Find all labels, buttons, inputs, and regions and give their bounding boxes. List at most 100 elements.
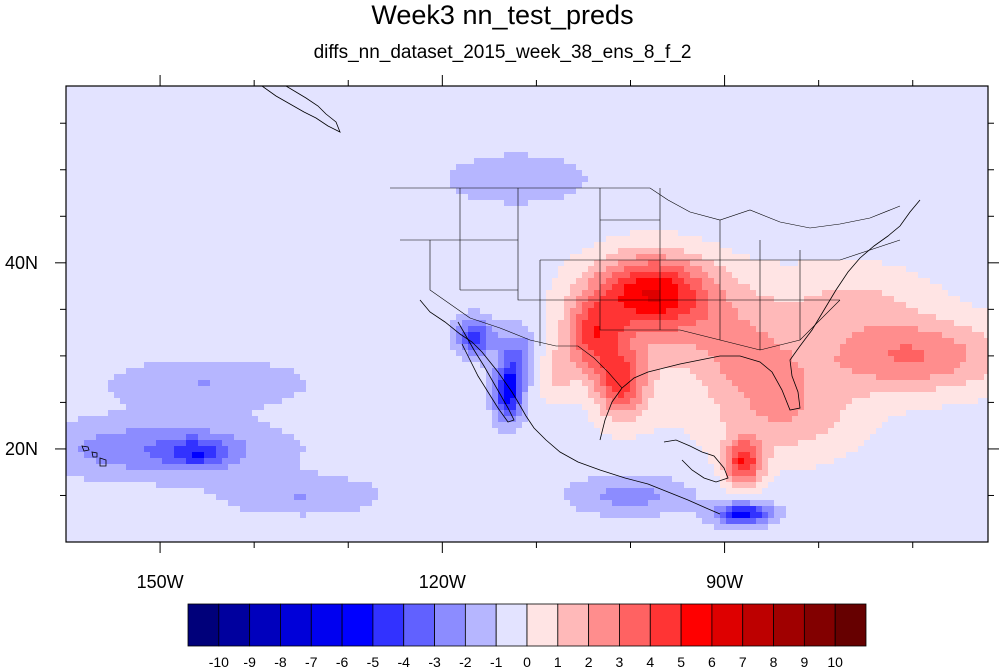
field-cell [684,260,691,267]
field-cell [192,152,199,159]
field-cell [918,164,925,171]
field-cell [396,134,403,141]
field-cell [66,188,73,195]
field-cell [282,278,289,285]
field-cell [822,248,829,255]
field-cell [630,164,637,171]
field-cell [546,176,553,183]
field-cell [774,116,781,123]
field-cell [624,134,631,141]
field-cell [72,104,79,111]
field-cell [822,260,829,267]
field-cell [732,194,739,201]
field-cell [846,206,853,213]
field-cell [156,170,163,177]
field-cell [960,188,967,195]
field-cell [120,266,127,273]
field-cell [90,86,97,93]
field-cell [216,182,223,189]
field-cell [678,152,685,159]
field-cell [984,212,988,219]
field-cell [714,206,721,213]
field-cell [198,122,205,129]
field-cell [420,158,427,165]
field-cell [294,140,301,147]
field-cell [234,176,241,183]
field-cell [732,176,739,183]
field-cell [186,128,193,135]
field-cell [360,170,367,177]
field-cell [588,92,595,99]
field-cell [558,122,565,129]
field-cell [462,182,469,189]
field-cell [762,206,769,213]
field-cell [696,236,703,243]
field-cell [312,200,319,207]
field-cell [408,206,415,213]
field-cell [612,110,619,117]
field-cell [360,104,367,111]
field-cell [186,182,193,189]
field-cell [282,128,289,135]
field-cell [786,266,793,273]
field-cell [72,116,79,123]
field-cell [936,116,943,123]
field-cell [414,182,421,189]
field-cell [678,146,685,153]
field-cell [324,188,331,195]
field-cell [828,86,835,93]
field-cell [924,230,931,237]
field-cell [252,188,259,195]
field-cell [708,254,715,261]
field-cell [384,272,391,279]
field-cell [378,92,385,99]
field-cell [888,224,895,231]
field-cell [840,176,847,183]
field-cell [870,86,877,93]
field-cell [210,116,217,123]
field-cell [348,116,355,123]
field-cell [822,140,829,147]
field-cell [798,152,805,159]
field-cell [300,224,307,231]
field-cell [390,236,397,243]
field-cell [684,224,691,231]
field-cell [624,230,631,237]
field-cell [942,188,949,195]
field-cell [894,164,901,171]
field-cell [264,98,271,105]
field-cell [492,260,499,267]
field-cell [150,98,157,105]
field-cell [936,104,943,111]
field-cell [186,92,193,99]
field-cell [96,170,103,177]
field-cell [480,248,487,255]
field-cell [978,110,985,117]
field-cell [240,92,247,99]
field-cell [852,128,859,135]
field-cell [168,206,175,213]
field-cell [708,116,715,123]
field-cell [846,248,853,255]
field-cell [420,98,427,105]
field-cell [612,230,619,237]
field-cell [606,260,613,267]
field-cell [888,272,895,279]
field-cell [102,104,109,111]
field-cell [120,212,127,219]
field-cell [516,272,523,279]
field-cell [774,236,781,243]
field-cell [534,218,541,225]
field-cell [930,110,937,117]
field-cell [174,182,181,189]
field-cell [114,170,121,177]
field-cell [540,146,547,153]
field-cell [198,248,205,255]
field-cell [426,248,433,255]
field-cell [84,236,91,243]
field-cell [888,140,895,147]
field-cell [324,170,331,177]
field-cell [744,140,751,147]
field-cell [84,278,91,285]
field-cell [348,200,355,207]
